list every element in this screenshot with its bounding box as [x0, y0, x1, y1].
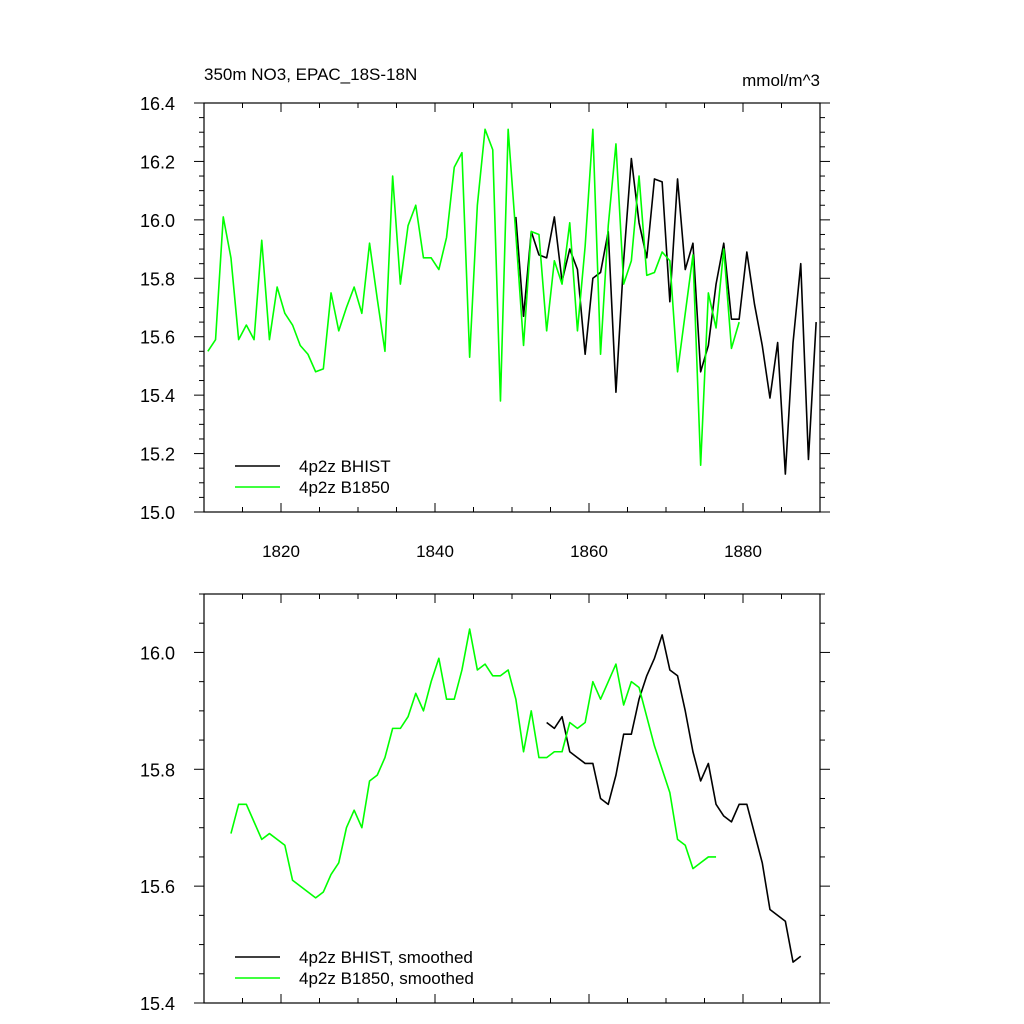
x-tick-label: 1860	[570, 542, 608, 561]
chart-title: 350m NO3, EPAC_18S-18N	[204, 65, 417, 84]
y-tick-label: 15.4	[140, 386, 175, 406]
legend-label: 4p2z B1850, smoothed	[299, 969, 474, 988]
y-tick-label: 15.4	[140, 994, 175, 1014]
x-tick-label: 1840	[416, 542, 454, 561]
y-tick-label: 15.8	[140, 760, 175, 780]
y-tick-label: 16.0	[140, 643, 175, 663]
y-tick-label: 16.4	[140, 94, 175, 114]
y-tick-label: 15.0	[140, 503, 175, 523]
legend-label: 4p2z BHIST, smoothed	[299, 948, 473, 967]
y-tick-label: 15.2	[140, 445, 175, 465]
series-line-bhist	[515, 157, 817, 475]
x-tick-label: 1880	[724, 542, 762, 561]
x-tick-label: 1820	[262, 542, 300, 561]
chart-panel-1: 1820 1840 1860 1880 15.0 15.2 15.4 15.6 15.8 16.0…	[140, 65, 830, 561]
series-line-b1850	[207, 128, 740, 467]
y-tick-label: 16.2	[140, 152, 175, 172]
chart-panel-2: 15.4 15.6 15.8 16.0 4p2z BHIST, smoothed 4p2z…	[140, 593, 830, 1014]
units-label: mmol/m^3	[742, 71, 820, 90]
series-line-bhist	[546, 634, 802, 963]
y-tick-label: 15.6	[140, 877, 175, 897]
y-tick-label: 15.8	[140, 269, 175, 289]
series-line-b1850	[230, 628, 717, 899]
plot-frame	[203, 593, 821, 1004]
legend-label: 4p2z BHIST	[299, 457, 391, 476]
y-tick-label: 16.0	[140, 211, 175, 231]
y-tick-label: 15.6	[140, 328, 175, 348]
legend-label: 4p2z B1850	[299, 478, 390, 497]
